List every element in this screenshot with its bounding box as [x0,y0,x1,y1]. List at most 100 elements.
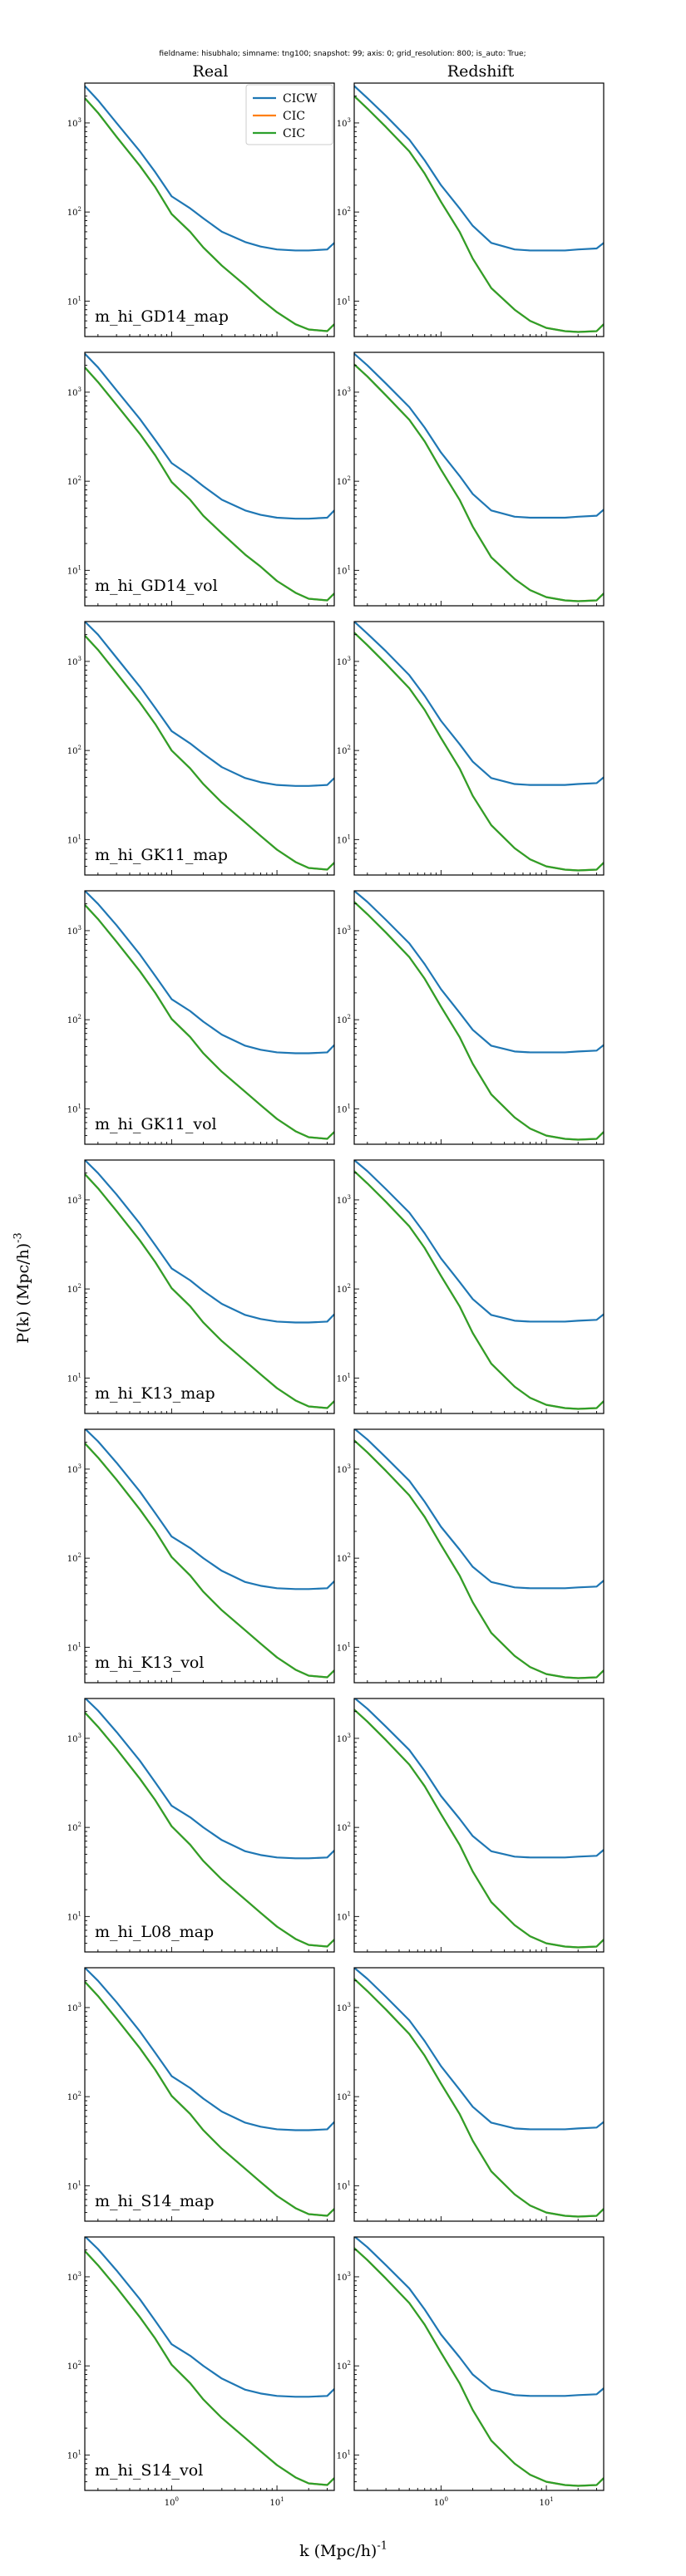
panel-m_hi_S14_map-redshift: 101 102 103 [337,1967,605,2222]
series-line-cic-orange [85,366,334,602]
panel-label: m_hi_GD14_vol [95,577,218,595]
series-line-cicw [354,352,604,519]
panel-m_hi_S14_vol-real: 101 102 103 100 101 m_hi_S14_vol [67,2236,335,2508]
y-tick-label: 101 [337,1103,351,1114]
y-tick-label: 102 [337,2091,351,2102]
y-tick-label: 103 [337,1733,351,1744]
series-line-cic-orange [354,632,604,872]
series-line-cic-orange [85,635,334,871]
x-tick-label: 101 [539,2496,553,2508]
panel-frame [84,1967,335,2222]
y-tick-label: 103 [67,2271,81,2283]
y-tick-label: 102 [67,206,81,218]
series-line-cic-green [354,632,604,872]
y-tick-label: 103 [337,925,351,937]
series-line-cic-green [354,901,604,1141]
y-tick-label: 102 [67,2091,81,2102]
panel-label: m_hi_GK11_vol [95,1115,217,1133]
y-tick-label: 101 [337,833,351,845]
y-tick-label: 101 [337,1641,351,1653]
y-tick-label: 101 [337,295,351,307]
panel-frame [353,621,605,876]
series-line-cicw [85,352,334,520]
x-tick-label: 100 [165,2496,179,2508]
series-line-cic-green [85,635,334,871]
panel-m_hi_GK11_vol-real: 101 102 103 m_hi_GK11_vol [67,890,335,1145]
series-line-cic-green [354,363,604,602]
panel-m_hi_S14_vol-redshift: 101 102 103 100 101 [337,2236,605,2508]
series-line-cic-green [354,95,604,333]
panel-m_hi_K13_map-real: 101 102 103 m_hi_K13_map [67,1159,335,1414]
y-tick-label: 101 [67,1103,81,1114]
y-tick-label: 101 [67,2449,81,2460]
panel-m_hi_L08_map-real: 101 102 103 m_hi_L08_map [67,1698,335,1953]
y-tick-label: 102 [337,475,351,487]
series-line-cicw [354,1968,604,2131]
y-tick-label: 101 [67,833,81,845]
y-tick-label: 101 [67,564,81,576]
series-line-cic-green [354,2247,604,2487]
x-tick-label: 101 [269,2496,284,2508]
series-line-cicw [85,622,334,787]
y-tick-label: 101 [67,1641,81,1653]
y-axis-label: P(k) (Mpc/h)-3 [12,1232,32,1343]
panel-frame [353,1698,605,1953]
y-tick-label: 102 [337,206,351,218]
panel-frame [84,351,335,607]
series-line-cicw [354,1698,604,1859]
panel-frame [84,621,335,876]
panel-label: m_hi_GK11_map [95,846,228,864]
panel-frame [84,1428,335,1684]
panel-frame [84,2236,335,2491]
panel-frame [84,1159,335,1414]
panel-label: m_hi_GD14_map [95,307,229,326]
series-line-cicw [354,2237,604,2397]
panel-frame [353,890,605,1145]
x-tick-label: 100 [434,2496,448,2508]
y-tick-label: 103 [337,2002,351,2013]
series-line-cicw [85,2237,334,2398]
legend-label: CIC [283,127,305,140]
panel-frame [84,890,335,1145]
series-line-cicw [354,85,604,252]
panel-frame [84,82,335,337]
y-tick-label: 101 [337,564,351,576]
y-tick-label: 102 [67,1821,81,1833]
y-tick-label: 103 [67,1194,81,1206]
y-tick-label: 103 [67,2002,81,2013]
panel-m_hi_GD14_map-redshift: 101 102 103 [337,82,605,337]
y-tick-label: 103 [67,1463,81,1475]
panel-frame [353,1967,605,2222]
panel-frame [353,2236,605,2491]
series-line-cic-green [354,1978,604,2218]
y-tick-label: 103 [337,656,351,667]
legend-label: CIC [283,110,305,123]
y-tick-label: 102 [337,2360,351,2372]
y-tick-label: 101 [337,1910,351,1922]
y-tick-label: 102 [67,1283,81,1295]
series-line-cic-green [85,366,334,602]
column-title-real: Real [193,62,229,81]
series-line-cic-green [354,1708,604,1949]
series-line-cicw [85,1429,334,1590]
y-tick-label: 103 [337,117,351,129]
series-line-cicw [354,1429,604,1590]
series-line-cic-green [85,2250,334,2486]
panel-grid: 101 102 103 m_hi_GD14_map 101 102 103 101 102 103… [67,82,605,2508]
y-tick-label: 101 [337,2449,351,2460]
series-line-cicw [85,1160,334,1324]
figure-suptitle: fieldname: hisubhalo; simname: tng100; s… [159,50,526,58]
series-line-cic-green [85,97,334,332]
y-tick-label: 103 [337,1194,351,1206]
y-tick-label: 102 [67,1552,81,1564]
series-line-cicw [354,891,604,1054]
y-axis-label-text: P(k) (Mpc/h)-3 [12,1232,32,1343]
panel-label: m_hi_S14_map [95,2192,215,2210]
column-title-redshift: Redshift [447,62,515,81]
series-line-cic-orange [85,1712,334,1948]
panel-m_hi_S14_map-real: 101 102 103 m_hi_S14_map [67,1967,335,2222]
y-tick-label: 101 [337,1372,351,1384]
y-tick-label: 103 [337,1463,351,1475]
series-line-cicw [85,1968,334,2131]
